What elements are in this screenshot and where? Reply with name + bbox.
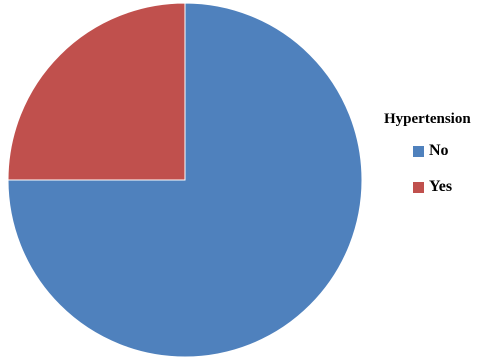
legend-swatch-yes <box>413 181 424 193</box>
pie-chart <box>7 2 363 358</box>
legend-label-no: No <box>429 142 449 159</box>
legend: Hypertension No Yes <box>384 111 478 214</box>
legend-title: Hypertension <box>384 111 471 127</box>
legend-label-yes: Yes <box>429 178 453 195</box>
pie-slice-no <box>7 2 363 358</box>
pie-slices <box>7 2 363 358</box>
legend-swatch-no <box>413 145 424 157</box>
legend-item-yes: Yes <box>413 178 478 196</box>
legend-item-no: No <box>413 142 478 160</box>
pie-slice-yes <box>7 2 186 181</box>
